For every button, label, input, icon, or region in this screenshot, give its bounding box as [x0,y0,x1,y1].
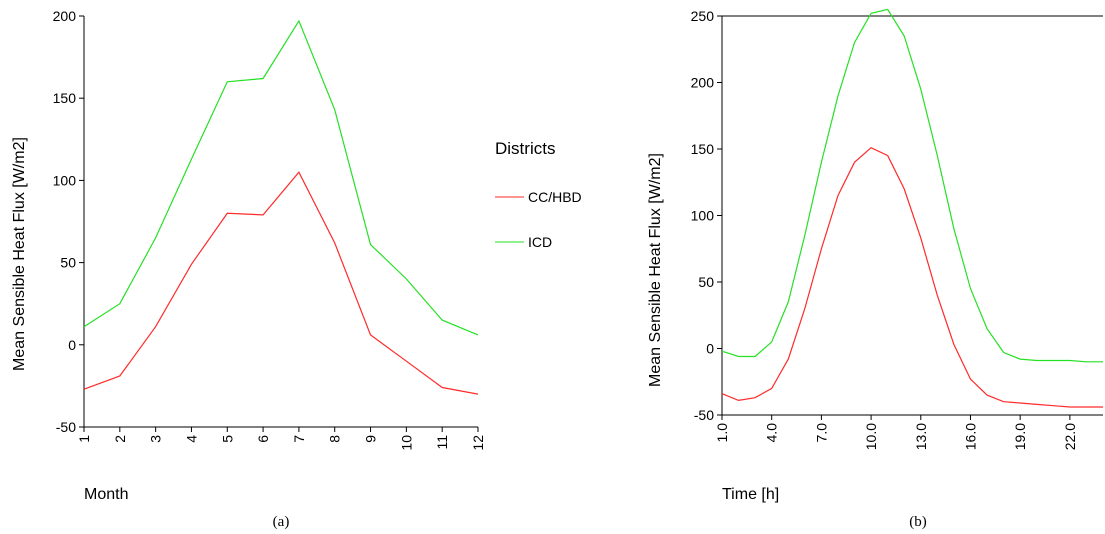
panel-b-x-tick-label: 19.0 [1012,423,1028,450]
legend-label-icd: ICD [528,234,552,250]
panel-a-x-tick-label: 10 [398,435,414,451]
panel-b-y-axis-title: Mean Sensible Heat Flux [W/m2] [647,153,664,387]
panel-a-x-tick-label: 4 [183,435,199,443]
panel-b-x-tick-label: 16.0 [962,423,978,450]
panel-a-y-tick-label: 100 [53,172,77,188]
panel-a-series-cc-hbd [83,171,479,395]
panel-b-y-tick-label: 100 [691,208,715,224]
panel-a-x-tick-label: 5 [219,435,235,443]
panel-b-x-axis-title: Time [h] [722,486,779,503]
panel-a-caption: (a) [273,514,290,530]
panel-b-y-tick-label: 0 [706,341,714,357]
panel-b-y-tick-label: -50 [694,407,714,423]
panel-b-x-tick-label: 22.0 [1062,423,1078,450]
panel-b-x-tick-label: 7.0 [813,423,829,443]
panel-b-series-icd [721,8,1103,363]
panel-a-x-tick-label: 9 [363,435,379,443]
panel-a-x-axis-title: Month [84,486,128,503]
panel-b-x-tick-label: 13.0 [913,423,929,450]
panel-a-x-tick-label: 7 [291,435,307,443]
panel-a-series [83,19,479,395]
panel-b-x-tick-label: 10.0 [863,423,879,450]
legend-label-cc-hbd: CC/HBD [528,189,582,205]
panel-a-x-tick-label: 11 [434,435,450,450]
panel-b-x-tick-label: 1.0 [714,423,730,443]
panel-a-y-tick-label: 150 [53,90,77,106]
panel-a-y-tick-label: 50 [60,255,76,271]
panel-a-x-tick-label: 6 [255,435,271,443]
panel-b-y-tick-label: 50 [698,274,714,290]
panel-a-series-icd [83,19,479,336]
panel-b-series [721,8,1103,408]
panel-a-y-tick-label: 200 [53,8,77,24]
panel-b-caption: (b) [909,514,927,530]
panel-b-y-tick-label: 250 [691,8,715,24]
panel-a-x-tick-label: 3 [148,435,164,443]
panel-a-y-axis-title: Mean Sensible Heat Flux [W/m2] [11,137,28,371]
panel-a-x-tick-label: 1 [76,435,92,443]
legend: Districts CC/HBD ICD [495,139,582,250]
panel-a-x-tick-label: 8 [327,435,343,443]
panel-a-x-tick-label: 12 [470,435,486,451]
legend-title: Districts [495,139,555,158]
panel-b-y-tick-label: 150 [691,141,715,157]
panel-a-y-tick-label: -50 [56,419,76,435]
panel-a-y-tick-label: 0 [68,337,76,353]
panel-b-x-tick-label: 4.0 [764,423,780,443]
panel-b-axes: -50 0 50 100 150 200 250 1.0 4.0 7.0 10.0 13.0 16.0 1… [691,8,1103,450]
panel-b-series-cc-hbd [721,146,1103,408]
panel-b-chart: -50 0 50 100 150 200 250 1.0 4.0 7.0 10.0 13.0 16.0 1… [647,8,1103,530]
panel-b-y-tick-label: 200 [691,75,715,91]
panel-a-x-tick-label: 2 [112,435,128,443]
